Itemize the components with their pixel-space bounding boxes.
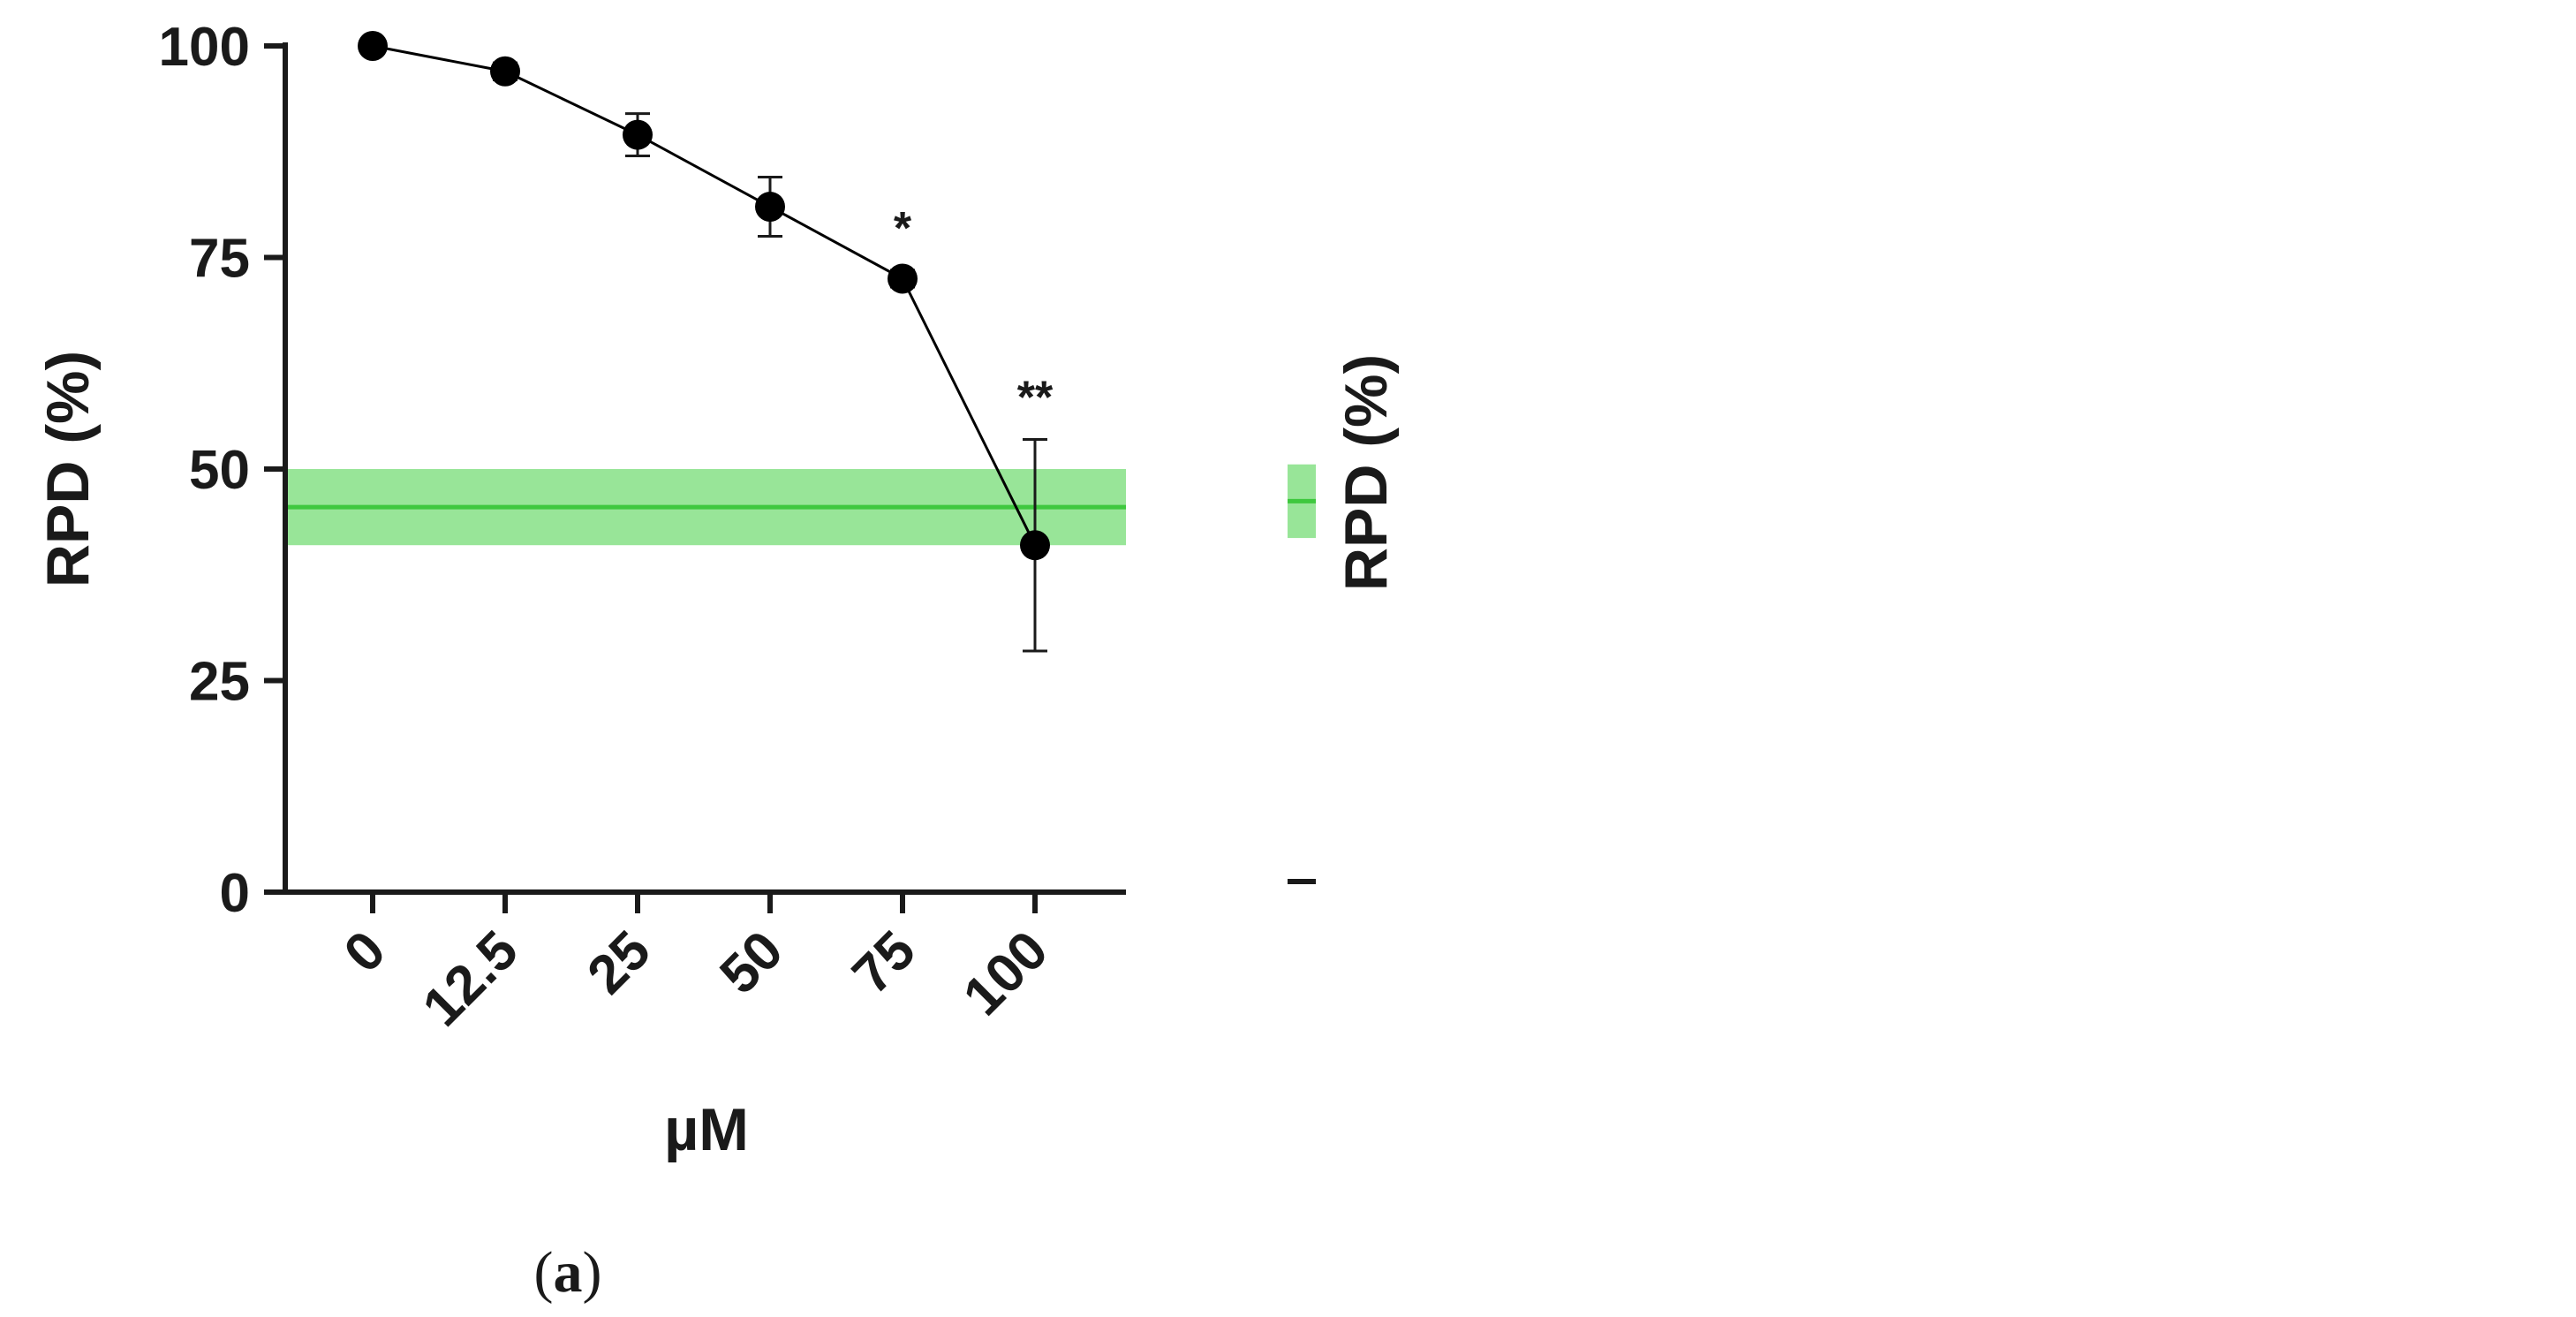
y-axis-title: RPD (%) [34,351,102,587]
x-tick-label: 25 [576,920,662,1006]
x-tick-label: 100 [952,920,1060,1027]
panel-label: (a) [534,1240,602,1305]
y-tick-label: 100 [159,17,250,78]
y-tick-label: 50 [189,440,250,501]
y-tick-label: 75 [189,229,250,290]
x-tick-label: 50 [708,920,795,1006]
x-tick-label: 75 [841,920,927,1006]
data-point [490,56,520,87]
y-axis-title: RPD (%) [1333,354,1400,591]
panel-label-paren: ( [534,1240,554,1305]
y-tick-label: 25 [189,652,250,713]
x-tick-label: 0 [333,920,397,984]
data-point [358,31,388,61]
significance-marker: ** [1017,372,1054,423]
data-point [623,119,653,150]
significance-marker: * [894,203,912,254]
series-line [372,44,1037,546]
y-tick-label: 0 [220,863,250,924]
panel-label-paren: ) [583,1240,602,1305]
panel-label-letter: a [554,1240,583,1305]
data-point [888,263,918,294]
x-tick-label: 12.5 [412,920,530,1038]
data-point [1020,530,1050,561]
x-axis-title: µM [664,1096,749,1163]
data-point [755,192,785,223]
